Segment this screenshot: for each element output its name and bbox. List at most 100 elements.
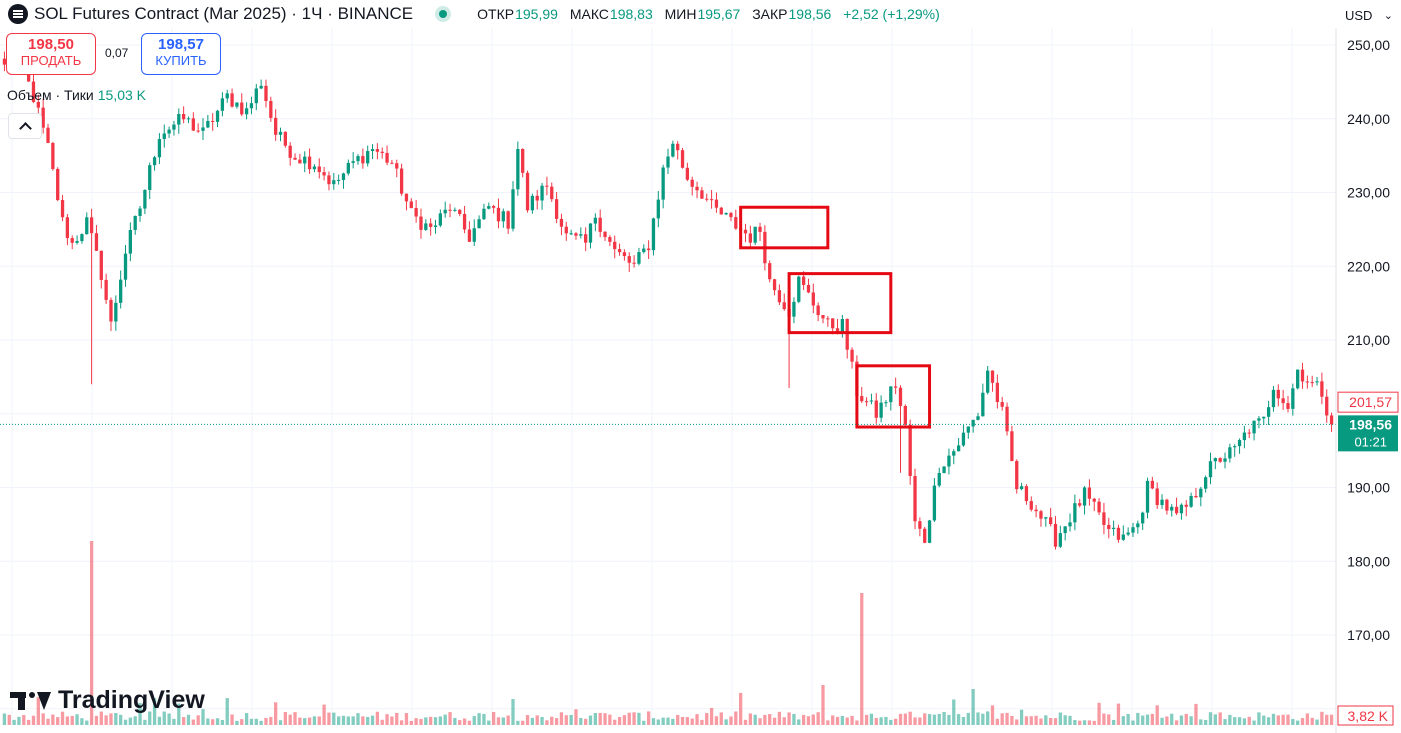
candle-body	[1097, 501, 1101, 513]
volume-bar	[399, 720, 404, 725]
candle-body	[966, 426, 970, 433]
candle-body	[152, 157, 157, 166]
candle-body	[424, 223, 428, 230]
candle-body	[516, 149, 520, 190]
symbol-title[interactable]: SOL Futures Contract (Mar 2025) · 1Ч · B…	[34, 4, 414, 23]
volume-bar	[453, 717, 457, 725]
candle-body	[1024, 486, 1029, 502]
candle-body	[1010, 431, 1014, 462]
volume-bar	[351, 716, 355, 725]
volume-bar	[889, 719, 893, 725]
candle-body	[274, 117, 278, 135]
volume-bar	[1208, 712, 1213, 725]
volume-bar	[739, 692, 743, 725]
candle-body	[1189, 495, 1193, 507]
volume-bar	[894, 718, 898, 725]
volume-bar	[487, 720, 491, 725]
candle-body	[303, 156, 307, 164]
candle-body	[1063, 526, 1067, 534]
candle-body	[608, 237, 612, 242]
candle-body	[816, 305, 820, 316]
candle-body	[56, 168, 60, 201]
candle-body	[472, 228, 476, 242]
candle-body	[1242, 432, 1247, 441]
candle-body	[811, 292, 815, 306]
volume-bar	[56, 717, 60, 725]
candle-body	[419, 216, 423, 230]
volume-bar	[1078, 720, 1082, 725]
currency-selector[interactable]: USD ⌄	[1341, 4, 1397, 26]
candle-body	[898, 387, 903, 406]
volume-bar	[525, 715, 530, 725]
candle-body	[1208, 461, 1213, 478]
close-label: ЗАКР	[752, 6, 788, 22]
volume-bar	[22, 715, 26, 725]
volume-bar	[642, 720, 646, 725]
volume-bar	[927, 714, 932, 725]
candle-body	[283, 131, 287, 146]
volume-bar	[903, 713, 907, 725]
candle-body	[850, 349, 854, 362]
tradingview-logo[interactable]: TradingView	[10, 686, 205, 715]
volume-bar	[705, 713, 709, 725]
candle-body	[1179, 504, 1184, 514]
candle-body	[366, 151, 370, 164]
market-status-icon[interactable]	[439, 10, 448, 18]
candle-body	[680, 150, 685, 168]
volume-bar	[1087, 720, 1092, 725]
candle-body	[1116, 527, 1121, 540]
volume-bar	[332, 712, 336, 725]
ohlc-values: ОТКР195,99 МАКС198,83 МИН195,67 ЗАКР198,…	[477, 6, 948, 22]
low-value: 195,67	[697, 6, 741, 22]
candle-body	[491, 206, 496, 208]
volume-bar	[1203, 719, 1208, 725]
candle-body	[559, 218, 564, 227]
volume-bar	[1252, 720, 1256, 725]
candle-body	[1121, 534, 1125, 540]
volume-bar	[220, 719, 225, 725]
volume-bar	[1165, 716, 1169, 725]
candle-body	[1291, 388, 1295, 409]
candle-body	[671, 143, 675, 157]
candle-body	[278, 131, 283, 135]
volume-bar	[395, 712, 399, 725]
candle-body	[879, 402, 883, 418]
candle-body	[1271, 389, 1276, 408]
volume-bar	[119, 714, 123, 725]
candle-body	[918, 521, 922, 529]
candle-body	[709, 199, 714, 201]
candle-body	[157, 139, 162, 158]
candle-body	[603, 231, 607, 238]
volume-indicator-legend[interactable]: Объем · Тики 15,03 K	[7, 87, 146, 103]
volume-bar	[1116, 703, 1121, 725]
candle-body	[947, 455, 951, 467]
volume-bar	[1262, 715, 1266, 725]
volume-bar	[763, 714, 767, 725]
volume-bar	[477, 713, 481, 725]
sell-button[interactable]: 198,50 ПРОДАТЬ	[6, 33, 96, 75]
candle-body	[1300, 369, 1305, 382]
volume-bar	[554, 718, 559, 725]
volume-bar	[293, 712, 297, 725]
volume-bar	[835, 716, 840, 725]
volume-bar	[274, 702, 278, 725]
price-axis-tick: 210,00	[1347, 332, 1390, 348]
volume-bar	[637, 712, 641, 725]
chart-header: SOL Futures Contract (Mar 2025) · 1Ч · B…	[0, 0, 1336, 28]
candle-body	[550, 186, 554, 200]
candle-body	[1252, 420, 1256, 434]
volume-bar	[472, 716, 476, 725]
volume-bar	[424, 717, 428, 725]
low-label: МИН	[664, 6, 697, 22]
collapse-legend-button[interactable]	[8, 113, 42, 139]
volume-bar	[666, 717, 670, 725]
candle-body	[1131, 527, 1135, 533]
candle-body	[1170, 506, 1174, 511]
spread-value: 0,07	[105, 46, 129, 60]
currency-label: USD	[1345, 7, 1373, 23]
volume-bar	[729, 716, 733, 725]
buy-button[interactable]: 198,57 КУПИТЬ	[141, 33, 221, 75]
volume-bar	[569, 714, 573, 725]
candle-body	[26, 69, 31, 82]
